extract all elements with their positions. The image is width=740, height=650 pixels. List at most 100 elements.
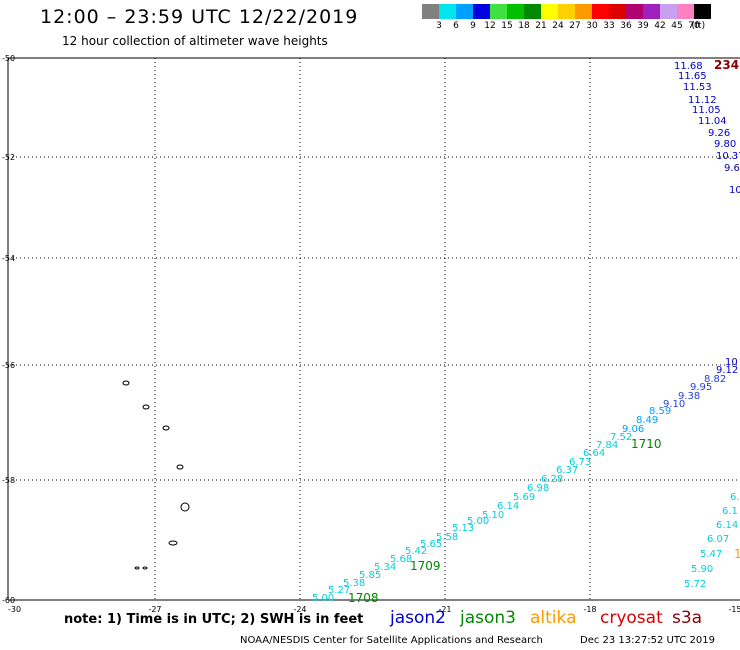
wave-height-label: 5.10 (482, 510, 504, 521)
island-outline (176, 464, 184, 470)
legend-label: 39 (637, 21, 649, 31)
wave-height-label: 9.10 (663, 399, 685, 410)
wave-height-legend: 3 6 9 12 15 18 21 24 27 30 33 36 39 42 45 70 (ft) (422, 4, 711, 33)
wave-height-label: 9.38 (678, 391, 700, 402)
legend-swatch (507, 4, 524, 19)
track-time-label: 1 (734, 547, 740, 561)
wave-height-label: 6.98 (527, 483, 549, 494)
credit-text: NOAA/NESDIS Center for Satellite Applica… (240, 635, 543, 646)
wave-height-label: 11.68 (674, 61, 703, 72)
wave-height-label: 9.80 (714, 139, 736, 150)
wave-height-label: 6.14 (497, 501, 519, 512)
legend-swatch (660, 4, 677, 19)
wave-height-label: 5.58 (436, 532, 458, 543)
legend-label: 27 (569, 21, 581, 31)
legend-swatch (524, 4, 541, 19)
wave-height-label: 10 (729, 185, 740, 196)
satellite-jason2: jason2 (390, 608, 446, 628)
wave-height-label: 11.05 (692, 105, 721, 116)
wave-height-label: 8.59 (649, 406, 671, 417)
track-time-label: 1710 (631, 437, 662, 451)
wave-height-label: 9.6 (724, 163, 740, 174)
lat-label: -58 (2, 476, 15, 485)
wave-height-label: 11.12 (688, 95, 717, 106)
lat-label: -54 (2, 254, 15, 263)
wave-height-label: 9.06 (622, 424, 644, 435)
wave-height-label: 5.85 (359, 570, 381, 581)
legend-swatch (626, 4, 643, 19)
wave-height-label: 5.69 (513, 492, 535, 503)
wave-height-label: 10.37 (716, 151, 740, 162)
legend-swatch (609, 4, 626, 19)
lat-label: -56 (2, 361, 15, 370)
legend-label: 18 (518, 21, 530, 31)
page-subtitle: 12 hour collection of altimeter wave hei… (62, 34, 328, 48)
lon-label: -18 (583, 605, 596, 614)
satellite-s3a: s3a (672, 608, 703, 628)
wave-height-label: 6.07 (707, 534, 729, 545)
legend-swatches (422, 4, 711, 19)
legend-unit: (ft) (691, 21, 706, 31)
page-title: 12:00 – 23:59 UTC 12/22/2019 (40, 6, 359, 28)
wave-height-label: 5.68 (390, 554, 412, 565)
lat-label: -50 (2, 54, 15, 63)
wave-height-label: 5.72 (684, 579, 706, 590)
legend-label: 21 (535, 21, 547, 31)
wave-height-label: 9.26 (708, 128, 730, 139)
lon-label: -24 (293, 605, 306, 614)
wave-height-label: 5.34 (374, 562, 396, 573)
wave-height-label: 5.13 (452, 523, 474, 534)
satellite-altika: altika (530, 608, 577, 628)
track-time-label: 1708 (348, 591, 379, 605)
lon-label: -27 (148, 605, 161, 614)
island-outline (142, 404, 150, 410)
wave-height-label: 9.95 (690, 382, 712, 393)
wave-height-label: 5.65 (420, 539, 442, 550)
island-outline (142, 566, 148, 570)
legend-labels: 3 6 9 12 15 18 21 24 27 30 33 36 39 42 45 70 (ft) (422, 19, 711, 33)
wave-height-label: 5.47 (700, 549, 722, 560)
wave-height-label: 11.53 (683, 82, 712, 93)
wave-height-label: 6. (730, 492, 740, 503)
legend-swatch (558, 4, 575, 19)
wave-height-label: 6.73 (569, 457, 591, 468)
legend-label: 9 (470, 21, 476, 31)
lon-label: -30 (8, 605, 21, 614)
legend-swatch (694, 4, 711, 19)
legend-swatch (473, 4, 490, 19)
wave-height-label: 8.49 (636, 415, 658, 426)
legend-swatch (422, 4, 439, 19)
wave-height-label: 11.65 (678, 71, 707, 82)
legend-swatch (490, 4, 507, 19)
lat-label: -60 (2, 596, 15, 605)
legend-swatch (575, 4, 592, 19)
lon-label: -21 (438, 605, 451, 614)
satellite-jason3: jason3 (460, 608, 516, 628)
legend-label: 30 (586, 21, 598, 31)
lon-label: -15 (728, 605, 740, 614)
legend-label: 15 (501, 21, 513, 31)
wave-height-label: 5.00 (467, 516, 489, 527)
legend-label: 12 (484, 21, 496, 31)
satellite-cryosat: cryosat (600, 608, 663, 628)
legend-swatch (541, 4, 558, 19)
track-time-label: 1709 (410, 559, 441, 573)
wave-height-label: 5.42 (405, 546, 427, 557)
wave-height-label: 5.90 (691, 564, 713, 575)
wave-height-label: 6.1 (722, 506, 738, 517)
wave-height-label: 9.12 (716, 365, 738, 376)
legend-label: 33 (603, 21, 615, 31)
wave-height-label: 6.28 (541, 474, 563, 485)
wave-height-label: 8.82 (704, 374, 726, 385)
wave-height-label: 5.38 (343, 578, 365, 589)
legend-label: 24 (552, 21, 564, 31)
legend-swatch (677, 4, 694, 19)
island-outline (162, 425, 170, 431)
legend-swatch (456, 4, 473, 19)
wave-height-label: 6.37 (556, 465, 578, 476)
wave-height-label: 10 (725, 357, 738, 368)
wave-height-label: 6.64 (583, 448, 605, 459)
wave-height-label: 6.14 (716, 520, 738, 531)
legend-label: 70 (688, 21, 700, 31)
